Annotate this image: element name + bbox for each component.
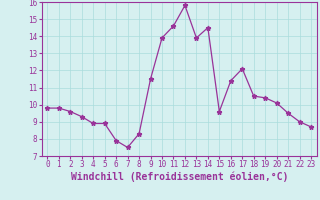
X-axis label: Windchill (Refroidissement éolien,°C): Windchill (Refroidissement éolien,°C) xyxy=(70,172,288,182)
